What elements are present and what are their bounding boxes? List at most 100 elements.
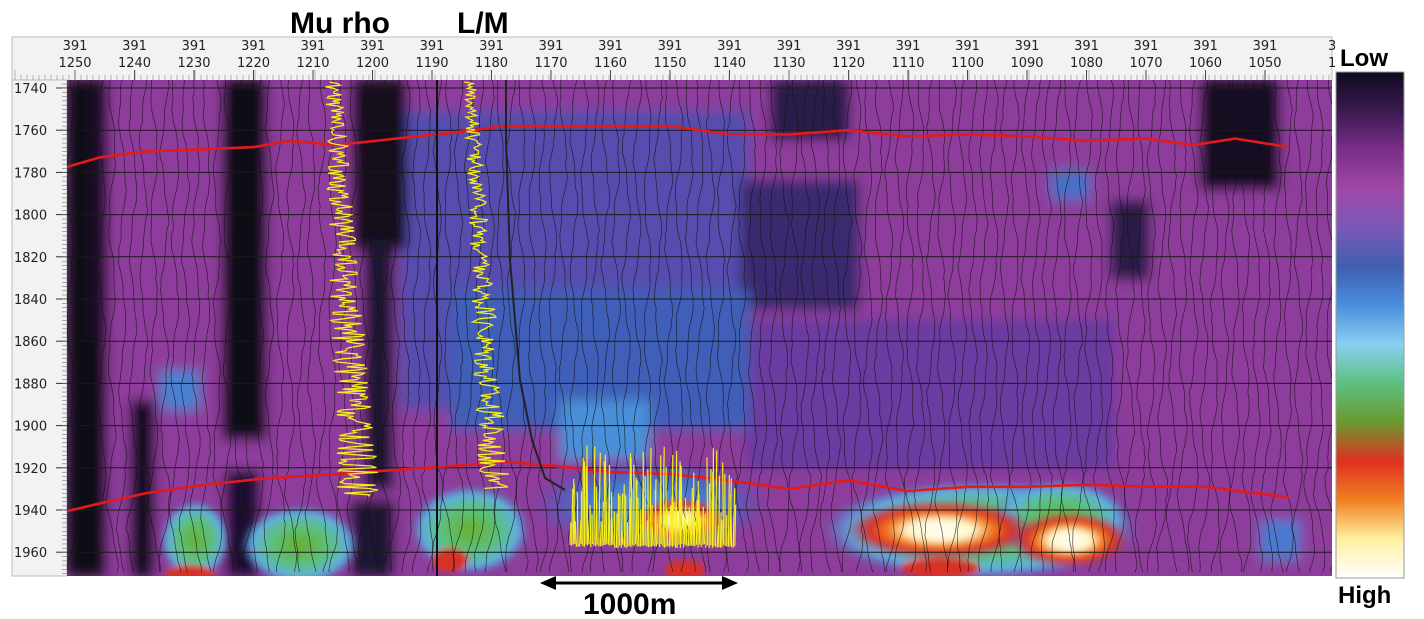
trace-line xyxy=(1291,80,1304,573)
trace-line xyxy=(200,80,212,573)
trace-line xyxy=(336,80,350,573)
trace-line xyxy=(380,80,391,573)
trace-line xyxy=(242,80,255,573)
top-tick-label: 1250 xyxy=(58,56,91,71)
trace-line xyxy=(567,80,581,573)
trace-line xyxy=(116,80,128,573)
top-tick-line1: 391 xyxy=(777,39,802,54)
top-axis: 391 1250 391 1240 391 1230 391 1220 391 1210 391 12… xyxy=(14,39,1336,80)
trace-line xyxy=(389,80,402,573)
left-tick-label: 1880 xyxy=(14,377,47,392)
trace-line xyxy=(693,80,707,573)
trace-line xyxy=(316,80,329,573)
trace-line xyxy=(464,80,475,573)
trace-line xyxy=(556,80,569,573)
trace-line xyxy=(798,80,812,573)
top-tick-line1: 391 xyxy=(182,39,207,54)
trace-line xyxy=(609,80,622,573)
trace-line xyxy=(861,80,874,573)
trace-line xyxy=(147,80,161,573)
trace-line xyxy=(1156,80,1169,573)
trace-line xyxy=(505,80,518,573)
trace-line xyxy=(1165,80,1178,573)
trace-line xyxy=(1282,80,1294,573)
trace-line xyxy=(263,80,275,573)
scale-bar: 1000m xyxy=(540,576,738,619)
trace-line xyxy=(137,80,150,573)
trace-line xyxy=(1270,80,1284,573)
log-mu-rho xyxy=(325,81,379,497)
top-tick-line1: 391 xyxy=(1074,39,1099,54)
scale-bar-label: 1000m xyxy=(583,588,676,619)
trace-line xyxy=(819,80,831,573)
top-tick-label: 1100 xyxy=(951,56,984,71)
trace-line xyxy=(441,80,455,573)
top-tick-label: 1160 xyxy=(594,56,627,71)
trace-line xyxy=(474,80,486,573)
trace-line xyxy=(67,80,76,572)
top-tick-edge-line1: 3 xyxy=(1328,39,1336,54)
top-tick-line1: 391 xyxy=(955,39,980,54)
left-tick-label: 1960 xyxy=(14,546,47,561)
trace-line xyxy=(368,80,380,573)
trace-line xyxy=(946,80,958,573)
trace-line xyxy=(232,80,244,573)
trace-line xyxy=(1019,80,1032,573)
trace-line xyxy=(294,80,306,573)
trace-line xyxy=(357,80,370,573)
trace-line xyxy=(1312,80,1326,573)
trace-line xyxy=(1093,80,1105,573)
top-tick-label: 1230 xyxy=(177,56,210,71)
trace-line xyxy=(1134,80,1146,573)
trace-line xyxy=(252,80,265,573)
trace-line xyxy=(1250,80,1264,573)
trace-line xyxy=(1009,80,1022,573)
left-axis: 1740 1760 1780 1800 1820 1840 1860 1880 1900 1920… xyxy=(14,82,67,574)
left-tick-label: 1780 xyxy=(14,166,47,181)
trace-line xyxy=(221,80,235,573)
trace-line xyxy=(1241,80,1252,573)
colorbar-high-label: High xyxy=(1338,582,1391,609)
trace-line xyxy=(548,80,559,573)
plot-area xyxy=(67,80,1332,576)
left-tick-label: 1820 xyxy=(14,251,47,266)
trace-line xyxy=(1210,80,1220,573)
trace-line xyxy=(537,80,549,573)
top-tick-line1: 391 xyxy=(241,39,266,54)
top-tick-line1: 391 xyxy=(301,39,326,54)
trace-line xyxy=(590,80,601,573)
trace-line xyxy=(682,80,696,572)
top-tick-line1: 391 xyxy=(63,39,88,54)
trace-line xyxy=(401,80,412,573)
trace-line xyxy=(1123,80,1138,573)
top-tick-edge-label: 1 xyxy=(1328,56,1336,71)
trace-line xyxy=(1104,80,1116,573)
top-tick-line1: 391 xyxy=(1253,39,1278,54)
left-ruler xyxy=(11,79,68,577)
top-tick-line1: 391 xyxy=(420,39,445,54)
trace-line xyxy=(1324,80,1332,573)
top-tick-line1: 391 xyxy=(836,39,861,54)
trace-line xyxy=(767,80,781,573)
trace-line xyxy=(989,80,1000,573)
top-tick-label: 1120 xyxy=(832,56,865,71)
top-ruler xyxy=(11,36,1333,82)
trace-line xyxy=(346,80,359,573)
top-tick-label: 1240 xyxy=(118,56,151,71)
trace-line xyxy=(757,80,769,573)
top-tick-line1: 391 xyxy=(479,39,504,54)
top-tick-label: 1150 xyxy=(653,56,686,71)
well-path-2 xyxy=(505,80,566,491)
trace-line xyxy=(178,80,191,573)
well-label-mu-rho: Mu rho xyxy=(290,7,390,40)
top-tick-label: 1070 xyxy=(1129,56,1162,71)
trace-line xyxy=(212,80,223,573)
top-tick-label: 1140 xyxy=(713,56,746,71)
trace-line xyxy=(1303,80,1315,573)
trace-line xyxy=(872,80,886,573)
top-tick-label: 1110 xyxy=(891,56,924,71)
colorbar-low-label: Low xyxy=(1340,45,1388,72)
left-tick-label: 1940 xyxy=(14,504,47,519)
trace-line xyxy=(275,80,286,573)
top-tick-label: 1130 xyxy=(772,56,805,71)
